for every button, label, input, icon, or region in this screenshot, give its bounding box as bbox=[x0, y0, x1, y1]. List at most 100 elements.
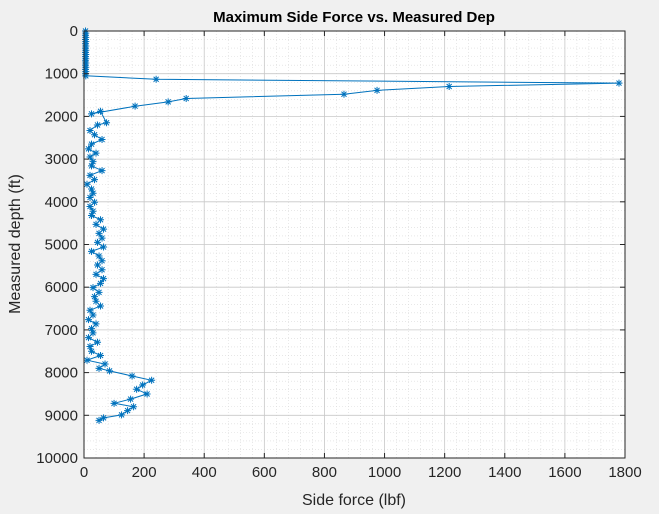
data-point-marker bbox=[89, 189, 97, 197]
x-tick-label: 0 bbox=[80, 464, 88, 481]
data-point-marker bbox=[95, 252, 103, 260]
data-point-marker bbox=[98, 167, 106, 175]
data-point-marker bbox=[131, 102, 139, 110]
x-tick-labels: 0 200 400 600 800 1000 1200 1400 1600 1800 bbox=[80, 464, 642, 481]
data-point-marker bbox=[148, 376, 156, 384]
data-point-marker bbox=[85, 316, 93, 324]
data-point-marker bbox=[92, 220, 100, 228]
data-point-marker bbox=[94, 238, 102, 246]
data-point-marker bbox=[88, 325, 96, 333]
data-point-marker bbox=[139, 381, 147, 389]
data-point-marker bbox=[95, 229, 103, 237]
data-point-marker bbox=[445, 83, 453, 91]
data-point-marker bbox=[95, 416, 103, 424]
data-point-marker bbox=[91, 176, 99, 184]
data-point-marker bbox=[88, 110, 96, 118]
major-grid bbox=[84, 31, 625, 458]
x-tick-label: 200 bbox=[132, 464, 157, 481]
y-tick-labels: 0 1000 2000 3000 4000 5000 6000 7000 8000 9000 100… bbox=[36, 23, 78, 467]
x-tick-label: 600 bbox=[252, 464, 277, 481]
x-tick-label: 400 bbox=[192, 464, 217, 481]
x-tick-label: 1600 bbox=[548, 464, 581, 481]
y-tick-label: 7000 bbox=[45, 322, 78, 339]
data-point-marker bbox=[103, 119, 111, 127]
data-point-marker bbox=[83, 180, 91, 188]
y-tick-label: 5000 bbox=[45, 237, 78, 254]
y-tick-label: 8000 bbox=[45, 365, 78, 382]
data-point-marker bbox=[101, 360, 109, 368]
data-point-marker bbox=[91, 131, 99, 139]
y-tick-label: 9000 bbox=[45, 407, 78, 424]
data-point-marker bbox=[615, 79, 623, 87]
data-point-marker bbox=[89, 207, 97, 215]
data-point-marker bbox=[152, 75, 160, 83]
x-tick-label: 800 bbox=[312, 464, 337, 481]
data-point-marker bbox=[86, 306, 94, 314]
data-point-marker bbox=[97, 107, 105, 115]
data-point-marker bbox=[88, 247, 96, 255]
data-point-marker bbox=[164, 98, 172, 106]
data-point-marker bbox=[91, 198, 99, 206]
data-point-marker bbox=[92, 320, 100, 328]
data-point-marker bbox=[94, 338, 102, 346]
x-tick-label: 1800 bbox=[608, 464, 641, 481]
data-point-marker bbox=[82, 72, 90, 80]
data-point-marker bbox=[100, 225, 108, 233]
data-point-marker bbox=[83, 356, 91, 364]
data-point-marker bbox=[86, 194, 94, 202]
data-point-marker bbox=[98, 234, 106, 242]
data-point-marker bbox=[97, 352, 105, 360]
data-point-marker bbox=[133, 385, 141, 393]
data-point-marker bbox=[128, 372, 136, 380]
data-point-marker bbox=[94, 121, 102, 129]
data-point-marker bbox=[89, 158, 97, 166]
axis-ticks bbox=[83, 30, 626, 459]
data-point-marker bbox=[373, 86, 381, 94]
data-point-marker bbox=[97, 302, 105, 310]
data-point-marker bbox=[130, 403, 138, 411]
data-point-marker bbox=[86, 153, 94, 161]
data-point-marker bbox=[100, 275, 108, 283]
data-point-marker bbox=[88, 185, 96, 193]
data-point-marker bbox=[110, 399, 118, 407]
data-point-marker bbox=[92, 270, 100, 278]
series-layer bbox=[82, 27, 623, 424]
data-point-marker bbox=[106, 367, 114, 375]
y-tick-label: 3000 bbox=[45, 151, 78, 168]
data-point-marker bbox=[89, 329, 97, 337]
data-point-marker bbox=[98, 135, 106, 143]
data-point-marker bbox=[98, 257, 106, 265]
data-point-marker bbox=[95, 288, 103, 296]
data-point-marker bbox=[127, 395, 135, 403]
y-axis-label: Measured depth (ft) bbox=[7, 174, 24, 314]
y-tick-label: 2000 bbox=[45, 108, 78, 125]
data-point-marker bbox=[86, 202, 94, 210]
x-axis-label: Side force (lbf) bbox=[302, 492, 406, 509]
data-point-marker bbox=[86, 171, 94, 179]
data-point-marker bbox=[88, 347, 96, 355]
data-point-marker bbox=[124, 407, 132, 415]
data-point-marker bbox=[143, 390, 151, 398]
y-tick-label: 6000 bbox=[45, 279, 78, 296]
data-point-marker bbox=[91, 293, 99, 301]
data-point-marker bbox=[97, 216, 105, 224]
data-point-marker bbox=[100, 243, 108, 251]
data-point-marker bbox=[86, 126, 94, 134]
data-point-marker bbox=[92, 297, 100, 305]
data-point-marker bbox=[85, 334, 93, 342]
data-point-marker bbox=[85, 145, 93, 153]
y-tick-label: 1000 bbox=[45, 66, 78, 83]
x-tick-label: 1400 bbox=[488, 464, 521, 481]
data-point-marker bbox=[86, 343, 94, 351]
y-tick-label: 10000 bbox=[36, 450, 78, 467]
x-tick-label: 1000 bbox=[368, 464, 401, 481]
y-tick-label: 0 bbox=[70, 23, 78, 40]
data-point-marker bbox=[89, 311, 97, 319]
data-point-marker bbox=[89, 284, 97, 292]
data-point-marker bbox=[118, 411, 126, 419]
data-point-marker bbox=[88, 211, 96, 219]
y-tick-label: 4000 bbox=[45, 194, 78, 211]
data-point-marker bbox=[100, 414, 108, 422]
data-point-marker bbox=[340, 90, 348, 98]
data-point-marker bbox=[182, 94, 190, 102]
